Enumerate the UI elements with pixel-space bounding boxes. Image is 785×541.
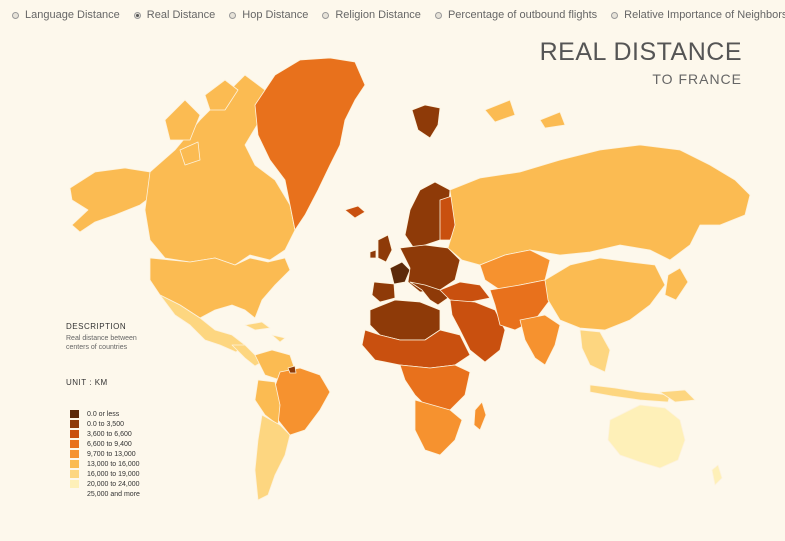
legend-swatch: [70, 430, 79, 438]
legend-swatch: [70, 470, 79, 478]
option-hop-distance[interactable]: Hop Distance: [229, 9, 308, 21]
legend-item: 6,600 to 9,400: [70, 439, 140, 449]
title-sub: TO FRANCE: [652, 71, 742, 87]
legend-label: 9,700 to 13,000: [87, 450, 136, 458]
legend-swatch: [70, 410, 79, 418]
region-russia[interactable]: [447, 144, 751, 266]
region-svalbard[interactable]: [411, 104, 441, 139]
region-central-africa[interactable]: [399, 364, 471, 411]
region-japan-korea[interactable]: [664, 267, 689, 301]
region-new-zealand[interactable]: [711, 464, 723, 486]
legend-item: 16,000 to 19,000: [70, 469, 140, 479]
legend-label: 25,000 and more: [87, 490, 140, 498]
legend-item: 3,600 to 6,600: [70, 429, 140, 439]
legend-item: 13,000 to 16,000: [70, 459, 140, 469]
legend-item: 9,700 to 13,000: [70, 449, 140, 459]
legend: 0.0 or less 0.0 to 3,500 3,600 to 6,600 …: [70, 409, 140, 499]
legend-swatch: [70, 480, 79, 488]
title-main: REAL DISTANCE: [539, 38, 742, 66]
legend-label: 3,600 to 6,600: [87, 430, 132, 438]
legend-swatch: [70, 440, 79, 448]
region-india[interactable]: [519, 314, 561, 366]
region-southeast-asia[interactable]: [579, 329, 611, 373]
region-southern-africa[interactable]: [414, 399, 463, 456]
region-central-europe[interactable]: [399, 244, 461, 293]
region-papua[interactable]: [659, 389, 696, 403]
legend-swatch: [70, 420, 79, 428]
option-label: Religion Distance: [335, 9, 421, 21]
legend-item: 0.0 to 3,500: [70, 419, 140, 429]
region-iceland[interactable]: [344, 205, 366, 219]
legend-label: 0.0 to 3,500: [87, 420, 124, 428]
region-sahel[interactable]: [361, 329, 471, 369]
option-outbound-flights[interactable]: Percentage of outbound flights: [434, 9, 598, 21]
radio-icon[interactable]: [322, 11, 330, 19]
option-label: Hop Distance: [242, 9, 309, 21]
legend-label: 20,000 to 24,000: [87, 480, 140, 488]
option-label: Real Distance: [146, 9, 216, 21]
radio-icon[interactable]: [229, 11, 237, 19]
legend-swatch: [70, 450, 79, 458]
region-madagascar[interactable]: [473, 401, 487, 431]
option-real-distance[interactable]: Real Distance: [133, 9, 216, 21]
option-label: Relative Importance of Neighbors: [624, 9, 785, 21]
legend-label: 13,000 to 16,000: [87, 460, 140, 468]
region-greenland[interactable]: [254, 57, 366, 231]
region-canada-islands[interactable]: [164, 79, 239, 166]
option-religion-distance[interactable]: Religion Distance: [322, 9, 421, 21]
option-language-distance[interactable]: Language Distance: [12, 9, 120, 21]
region-china-mongolia[interactable]: [544, 257, 666, 331]
unit-label: UNIT : KM: [66, 378, 108, 387]
metric-selector: Language Distance Real Distance Hop Dist…: [0, 0, 785, 30]
region-guiana[interactable]: [287, 365, 297, 374]
legend-swatch: [70, 460, 79, 468]
region-australia[interactable]: [607, 404, 686, 469]
region-france[interactable]: [389, 261, 411, 285]
legend-item: 20,000 to 24,000: [70, 479, 140, 489]
legend-label: 6,600 to 9,400: [87, 440, 132, 448]
legend-item: 0.0 or less: [70, 409, 140, 419]
legend-label: 16,000 to 19,000: [87, 470, 140, 478]
radio-icon[interactable]: [12, 11, 19, 19]
legend-label: 0.0 or less: [87, 410, 120, 418]
option-label: Percentage of outbound flights: [447, 9, 598, 21]
region-iberia[interactable]: [371, 281, 396, 303]
description-block: DESCRIPTION Real distance between center…: [66, 322, 146, 352]
option-label: Language Distance: [25, 9, 120, 21]
map-title: REAL DISTANCE TO FRANCE: [540, 38, 742, 87]
region-arctic-islands[interactable]: [484, 99, 566, 129]
region-alaska[interactable]: [69, 167, 161, 233]
region-north-africa[interactable]: [369, 299, 441, 341]
region-argentina-chile[interactable]: [254, 414, 291, 501]
region-uk-ireland[interactable]: [369, 234, 393, 263]
radio-selected-icon[interactable]: [133, 11, 141, 19]
legend-swatch: [70, 490, 79, 498]
region-middle-east[interactable]: [449, 299, 506, 363]
legend-item: 25,000 and more: [70, 489, 140, 499]
region-caribbean[interactable]: [244, 321, 286, 343]
option-neighbors-importance[interactable]: Relative Importance of Neighbors: [611, 9, 785, 21]
radio-icon[interactable]: [611, 11, 619, 19]
description-heading: DESCRIPTION: [66, 322, 127, 331]
radio-icon[interactable]: [434, 11, 442, 19]
description-text: Real distance between centers of countri…: [66, 335, 137, 351]
region-indonesia[interactable]: [589, 384, 671, 403]
